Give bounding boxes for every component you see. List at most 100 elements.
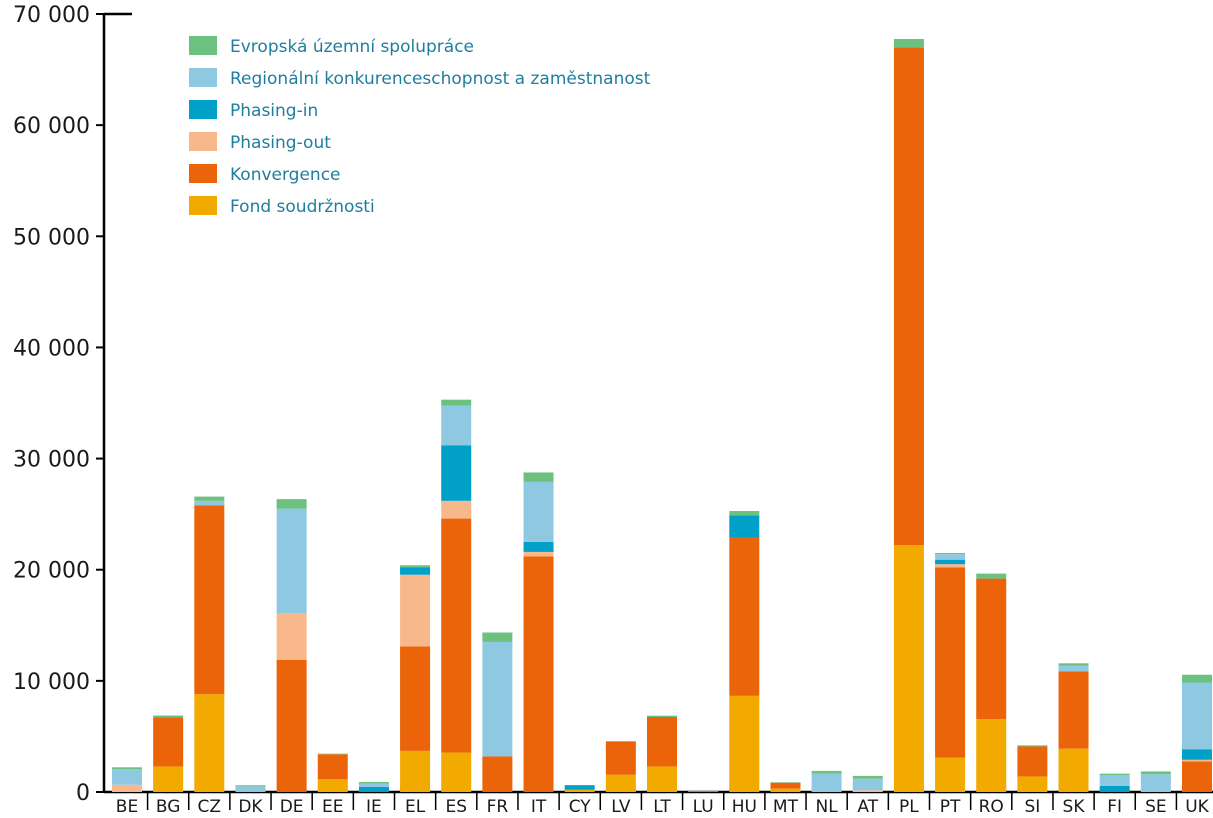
legend-swatch bbox=[189, 100, 217, 119]
bar-segment bbox=[400, 574, 431, 647]
x-tick-label: FR bbox=[487, 797, 509, 817]
x-tick-labels: BE BG CZ DK DE EE IE EL ES FR IT CY LV LT LU HU MT NL AT PL… bbox=[116, 797, 1210, 817]
bar-segment bbox=[523, 481, 554, 542]
legend: Evropská územní spolupráce Regionální kon… bbox=[189, 36, 651, 217]
x-tick-label: AT bbox=[857, 797, 878, 817]
bar-segment bbox=[276, 659, 307, 792]
bar-segment bbox=[358, 786, 389, 792]
bar-segment bbox=[564, 785, 595, 790]
x-tick-label: PL bbox=[899, 797, 919, 817]
x-tick-label: HU bbox=[732, 797, 757, 817]
bar-segment bbox=[688, 791, 719, 792]
bar-segment bbox=[153, 766, 184, 792]
bar-segment bbox=[400, 565, 431, 568]
bar-segment bbox=[729, 511, 760, 516]
legend-label: Phasing-in bbox=[230, 101, 318, 121]
bar-segment bbox=[194, 694, 225, 792]
bar-segment bbox=[153, 715, 184, 718]
bar-segment bbox=[1182, 682, 1212, 750]
bar-segment bbox=[441, 399, 472, 406]
legend-label: Evropská územní spolupráce bbox=[230, 37, 474, 57]
legend-swatch bbox=[189, 132, 217, 151]
bar-segment bbox=[1140, 774, 1171, 792]
bar-segment bbox=[1182, 674, 1212, 683]
legend-label: Regionální konkurenceschopnost a zaměstn… bbox=[230, 69, 651, 89]
y-tick-label: 30 000 bbox=[13, 448, 90, 473]
x-tick-label: RO bbox=[979, 797, 1004, 817]
x-tick-label: PT bbox=[940, 797, 961, 817]
y-tick-labels: 0 10 000 20 000 30 000 40 000 50 000 60 000 70 … bbox=[13, 3, 90, 806]
legend-swatch bbox=[189, 164, 217, 183]
bar-segment bbox=[523, 556, 554, 792]
y-tick-label: 50 000 bbox=[13, 225, 90, 250]
bar-segment bbox=[1058, 665, 1089, 672]
y-tick-label: 60 000 bbox=[13, 114, 90, 139]
bar-segment bbox=[770, 782, 801, 783]
bar-segment bbox=[523, 541, 554, 552]
x-tick-label: BE bbox=[116, 797, 138, 817]
bar-segment bbox=[276, 499, 307, 509]
bar-segment bbox=[976, 578, 1007, 720]
x-tick-label: IE bbox=[366, 797, 382, 817]
bar-segment bbox=[564, 784, 595, 786]
y-tick-label: 70 000 bbox=[13, 3, 90, 28]
x-tick-label: LT bbox=[653, 797, 671, 817]
bar-segment bbox=[893, 47, 924, 546]
bar-segment bbox=[358, 783, 389, 787]
bar-segment bbox=[605, 741, 636, 775]
y-tick-label: 40 000 bbox=[13, 336, 90, 361]
bar-segment bbox=[112, 769, 142, 785]
bar-segment bbox=[647, 715, 677, 717]
legend-swatch bbox=[189, 68, 217, 87]
x-tick-label: EE bbox=[322, 797, 343, 817]
y-tick-label: 20 000 bbox=[13, 559, 90, 584]
bar-segment bbox=[852, 778, 883, 791]
bar-segment bbox=[1182, 749, 1212, 760]
bar-segment bbox=[276, 508, 307, 614]
bar-segment bbox=[935, 757, 966, 792]
bar-segment bbox=[647, 766, 677, 792]
x-tick-label: UK bbox=[1185, 797, 1209, 817]
bar-segment bbox=[770, 782, 801, 789]
x-tick-label: FI bbox=[1107, 797, 1122, 817]
bar-segment bbox=[482, 756, 513, 792]
x-tick-label: CY bbox=[569, 797, 592, 817]
bar-segment bbox=[729, 537, 760, 696]
bar-segment bbox=[688, 791, 719, 792]
bar-segment bbox=[317, 753, 348, 755]
x-tick-label: LU bbox=[693, 797, 714, 817]
bar-segment bbox=[564, 789, 595, 792]
x-tick-label: NL bbox=[816, 797, 839, 817]
bar-segment bbox=[482, 632, 513, 642]
x-tick-label: LV bbox=[611, 797, 631, 817]
x-tick-label: DK bbox=[238, 797, 263, 817]
y-tick-label: 0 bbox=[76, 781, 90, 806]
legend-label: Konvergence bbox=[230, 165, 341, 185]
bar-segment bbox=[852, 790, 883, 792]
bar-segment bbox=[935, 554, 966, 560]
bar-segment bbox=[441, 518, 472, 753]
bar-segment bbox=[1017, 745, 1048, 747]
bar-segment bbox=[112, 767, 142, 770]
bar-segment bbox=[647, 716, 677, 767]
bar-segment bbox=[729, 695, 760, 792]
x-tick-label: SI bbox=[1024, 797, 1040, 817]
bar-segment bbox=[400, 567, 431, 575]
bar-segment bbox=[1099, 775, 1130, 786]
x-tick-label: MT bbox=[773, 797, 799, 817]
bar-segment bbox=[1017, 746, 1048, 777]
bar-segment bbox=[852, 775, 883, 779]
bar-segment bbox=[276, 613, 307, 660]
bar-segment bbox=[317, 779, 348, 792]
bar-segment bbox=[1058, 663, 1089, 666]
bar-segment bbox=[235, 785, 266, 787]
bar-segment bbox=[194, 496, 225, 501]
legend-swatch bbox=[189, 196, 217, 215]
bar-segment bbox=[1140, 771, 1171, 775]
bar-segment bbox=[976, 573, 1007, 579]
bar-segment bbox=[935, 564, 966, 568]
bar-segment bbox=[935, 559, 966, 565]
bar-segment bbox=[811, 770, 842, 774]
bar-segment bbox=[811, 773, 842, 792]
